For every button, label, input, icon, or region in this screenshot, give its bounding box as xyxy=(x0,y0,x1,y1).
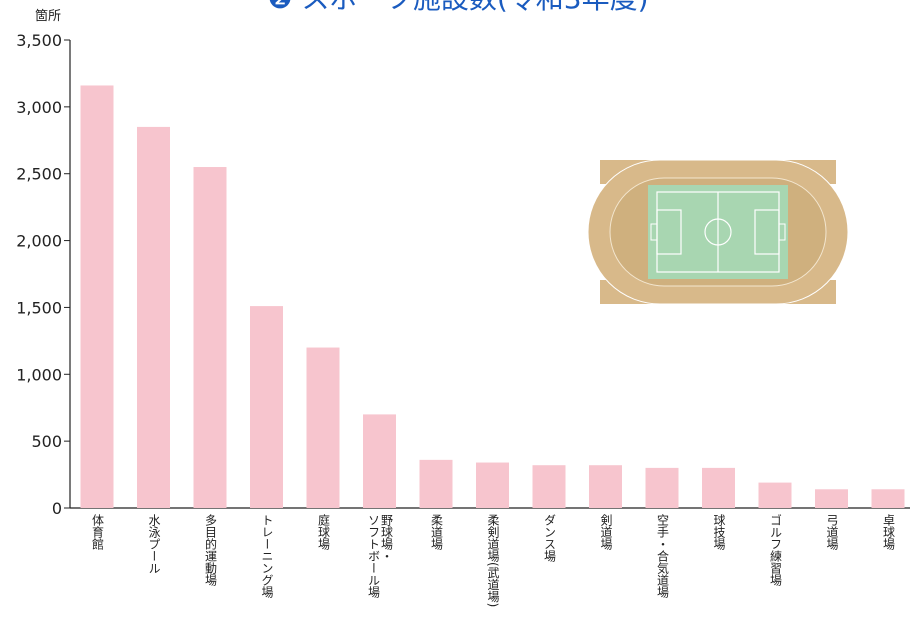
x-tick-label: 野球場・ ソフトボール場 xyxy=(366,514,394,598)
bar xyxy=(532,465,566,508)
x-tick-label: トレーニング場 xyxy=(260,514,274,598)
bar xyxy=(702,467,735,508)
stadium-illustration xyxy=(587,159,849,305)
y-tick-label: 0 xyxy=(52,499,62,518)
x-tick-label: ゴルフ練習場 xyxy=(768,514,783,586)
x-tick-label: 体育館 xyxy=(90,514,105,550)
bar xyxy=(363,414,396,508)
y-tick-label: 1,500 xyxy=(16,298,62,317)
bar xyxy=(306,347,340,508)
x-tick-label: 庭球場 xyxy=(316,514,331,550)
x-tick-label: 柔道場 xyxy=(429,514,444,550)
y-tick-label: 2,500 xyxy=(16,165,62,184)
bar xyxy=(250,306,283,508)
bar xyxy=(80,85,114,508)
x-tick-label: 剣道場 xyxy=(599,514,613,550)
bar xyxy=(758,482,792,508)
bar xyxy=(476,462,509,508)
bar xyxy=(815,489,848,508)
x-tick-label: 弓道場 xyxy=(825,514,839,550)
x-tick-label: 多目的運動場 xyxy=(203,514,218,586)
bar xyxy=(419,459,453,508)
y-tick-label: 3,000 xyxy=(16,98,62,117)
x-tick-label: 球技場 xyxy=(712,514,726,550)
bar xyxy=(645,467,679,508)
x-tick-label: 卓球場 xyxy=(881,514,896,550)
bar xyxy=(871,489,905,508)
x-tick-label: 空手・合気道場 xyxy=(655,514,670,598)
y-tick-label: 1,000 xyxy=(16,365,62,384)
x-tick-label: 水泳プール xyxy=(147,514,161,574)
bar xyxy=(137,126,170,509)
bar xyxy=(193,167,227,508)
chart-title: ❷ スポーツ施設数(令和3年度) xyxy=(267,0,648,15)
x-tick-label: ダンス場 xyxy=(542,514,557,562)
y-axis-label: 箇所 xyxy=(35,8,61,24)
x-tick-label: 柔剣道場(武道場) xyxy=(486,514,500,608)
y-tick-label: 500 xyxy=(31,432,62,451)
y-tick-label: 2,000 xyxy=(16,232,62,251)
y-tick-label: 3,500 xyxy=(16,31,62,50)
bar xyxy=(589,465,622,508)
